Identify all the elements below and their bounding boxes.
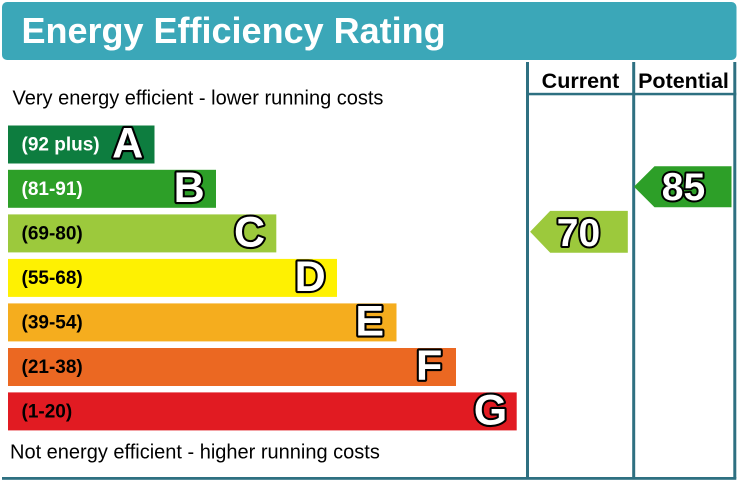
svg-text:D: D — [295, 253, 326, 301]
svg-text:(39-54): (39-54) — [22, 313, 83, 334]
svg-text:(21-38): (21-38) — [22, 357, 83, 378]
svg-text:Energy Efficiency Rating: Energy Efficiency Rating — [22, 10, 446, 51]
svg-text:Potential: Potential — [638, 69, 729, 93]
svg-text:85: 85 — [662, 166, 705, 209]
svg-text:C: C — [234, 209, 265, 257]
svg-text:(92 plus): (92 plus) — [22, 135, 100, 156]
svg-text:70: 70 — [557, 212, 600, 255]
svg-text:Very energy efficient - lower: Very energy efficient - lower running co… — [13, 87, 384, 109]
svg-text:G: G — [474, 387, 507, 435]
svg-text:(69-80): (69-80) — [22, 224, 83, 245]
svg-text:A: A — [112, 120, 143, 168]
svg-text:E: E — [355, 298, 384, 346]
svg-text:Current: Current — [542, 69, 620, 93]
svg-text:(81-91): (81-91) — [22, 179, 83, 200]
svg-text:F: F — [416, 342, 442, 390]
svg-text:Not energy efficient - higher: Not energy efficient - higher running co… — [10, 441, 380, 463]
svg-text:(1-20): (1-20) — [22, 402, 73, 423]
svg-text:(55-68): (55-68) — [22, 268, 83, 289]
svg-text:B: B — [174, 164, 205, 212]
